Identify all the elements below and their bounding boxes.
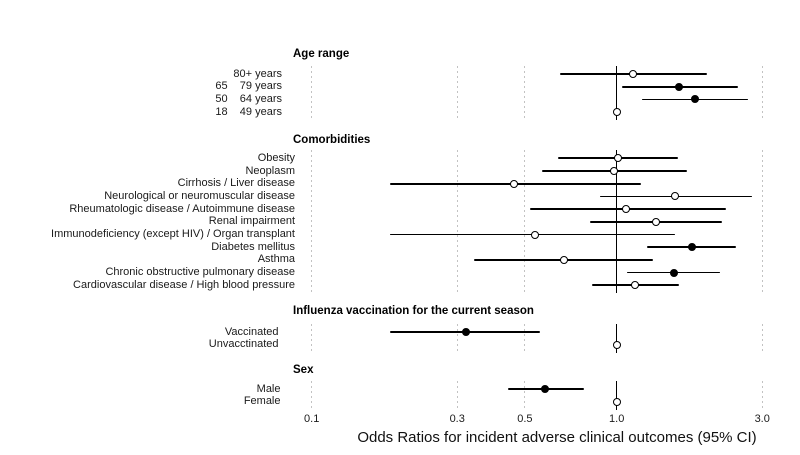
row-label: Unvacctinated xyxy=(208,338,279,351)
reference-line xyxy=(615,65,618,121)
or-point-open xyxy=(670,192,679,201)
or-point-open xyxy=(652,217,661,226)
row-label: Immunodeficiency (except HIV) / Organ tr… xyxy=(51,228,295,240)
row-label: Renal impairment xyxy=(208,215,295,228)
or-point-filled xyxy=(674,82,683,91)
group-header: Age range xyxy=(293,48,350,60)
x-tick-label: 0.5 xyxy=(517,413,533,425)
x-tick-label: 3.0 xyxy=(754,413,770,425)
or-point-open xyxy=(631,281,640,290)
row-label: Asthma xyxy=(257,253,295,266)
row-label: Female xyxy=(243,395,281,408)
row-label: Cardiovascular disease / High blood pres… xyxy=(73,278,295,291)
row-label: Neoplasm xyxy=(245,164,295,177)
or-point-filled xyxy=(540,385,549,393)
gridline-0.5 xyxy=(524,150,526,294)
gridline-0.3 xyxy=(456,380,458,410)
gridline-0.5 xyxy=(524,380,526,410)
row-label: Rheumatologic disease / Autoimmune disea… xyxy=(69,202,295,215)
row-label: 18 49 years xyxy=(215,105,282,118)
or-point-filled xyxy=(461,328,470,336)
row-label: 80+ years xyxy=(233,67,282,80)
x-tick-label: 0.1 xyxy=(304,413,320,425)
or-point-open xyxy=(612,108,621,117)
gridline-0.1 xyxy=(311,65,313,121)
or-point-open xyxy=(509,179,518,188)
reference-line xyxy=(615,323,618,353)
gridline-0.5 xyxy=(524,65,526,121)
row-label: 65 79 years xyxy=(215,80,282,93)
group-header: Influenza vaccination for the current se… xyxy=(293,305,534,317)
row-label: Male xyxy=(256,382,281,395)
row-label: Obesity xyxy=(257,151,295,164)
row-label: Chronic obstructive pulmonary disease xyxy=(105,266,295,279)
or-point-open xyxy=(531,230,540,239)
gridline-0.3 xyxy=(456,150,458,294)
gridline-3 xyxy=(761,380,763,410)
or-point-open xyxy=(559,255,568,264)
x-tick-label: 0.3 xyxy=(449,413,465,425)
gridline-0.1 xyxy=(311,150,313,294)
row-label: 50 64 years xyxy=(215,92,282,105)
gridline-3 xyxy=(761,323,763,353)
or-point-open xyxy=(612,397,621,406)
gridline-0.5 xyxy=(524,323,526,353)
or-point-filled xyxy=(669,268,678,277)
row-label: Diabetes mellitus xyxy=(211,240,295,253)
or-point-open xyxy=(612,340,621,349)
row-label: Vaccinated xyxy=(224,325,279,338)
row-label: Cirrhosis / Liver disease xyxy=(177,177,295,190)
or-point-open xyxy=(614,154,623,163)
gridline-3 xyxy=(761,150,763,294)
or-point-filled xyxy=(690,95,699,104)
gridline-0.1 xyxy=(311,380,313,410)
or-point-open xyxy=(628,70,637,78)
group-header: Comorbidities xyxy=(293,134,371,146)
gridline-0.3 xyxy=(456,65,458,121)
x-tick-label: 1.0 xyxy=(609,413,625,425)
or-point-open xyxy=(610,167,619,175)
gridline-3 xyxy=(761,65,763,121)
gridline-0.1 xyxy=(311,323,313,353)
reference-line xyxy=(615,380,618,410)
row-label: Neurological or neuromuscular disease xyxy=(104,189,295,202)
or-point-open xyxy=(621,205,630,214)
x-axis-title: Odds Ratios for incident adverse clinica… xyxy=(357,429,757,446)
group-header: Sex xyxy=(293,364,314,376)
gridline-0.3 xyxy=(456,323,458,353)
or-point-filled xyxy=(688,243,697,252)
